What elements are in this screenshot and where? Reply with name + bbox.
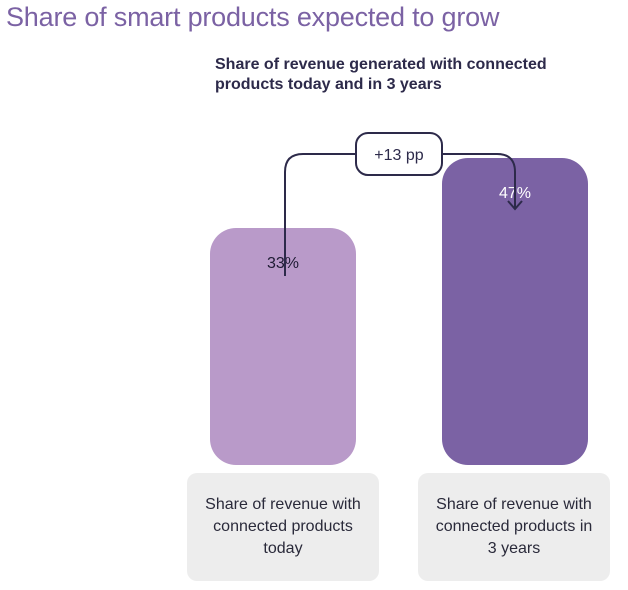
category-label-3-years: Share of revenue with connected products… (418, 473, 610, 581)
chart-title: Share of smart products expected to grow (6, 2, 500, 32)
delta-badge (355, 132, 443, 176)
arrow-head-icon (507, 200, 523, 211)
change-connector: +13 pp (284, 132, 523, 276)
bar-3-years (442, 158, 588, 465)
category-text: Share of revenue with connected products… (205, 496, 361, 557)
bar-value-label: 33% (267, 255, 299, 272)
category-text: Share of revenue with connected products… (435, 496, 593, 557)
bar-today (210, 228, 356, 465)
connector-line-right (442, 153, 516, 208)
category-label-today: Share of revenue with connected products… (187, 473, 379, 581)
delta-label: +13 pp (374, 147, 423, 164)
chart-subtitle: Share of revenue generated with connecte… (215, 56, 547, 93)
connector-line (284, 153, 356, 276)
